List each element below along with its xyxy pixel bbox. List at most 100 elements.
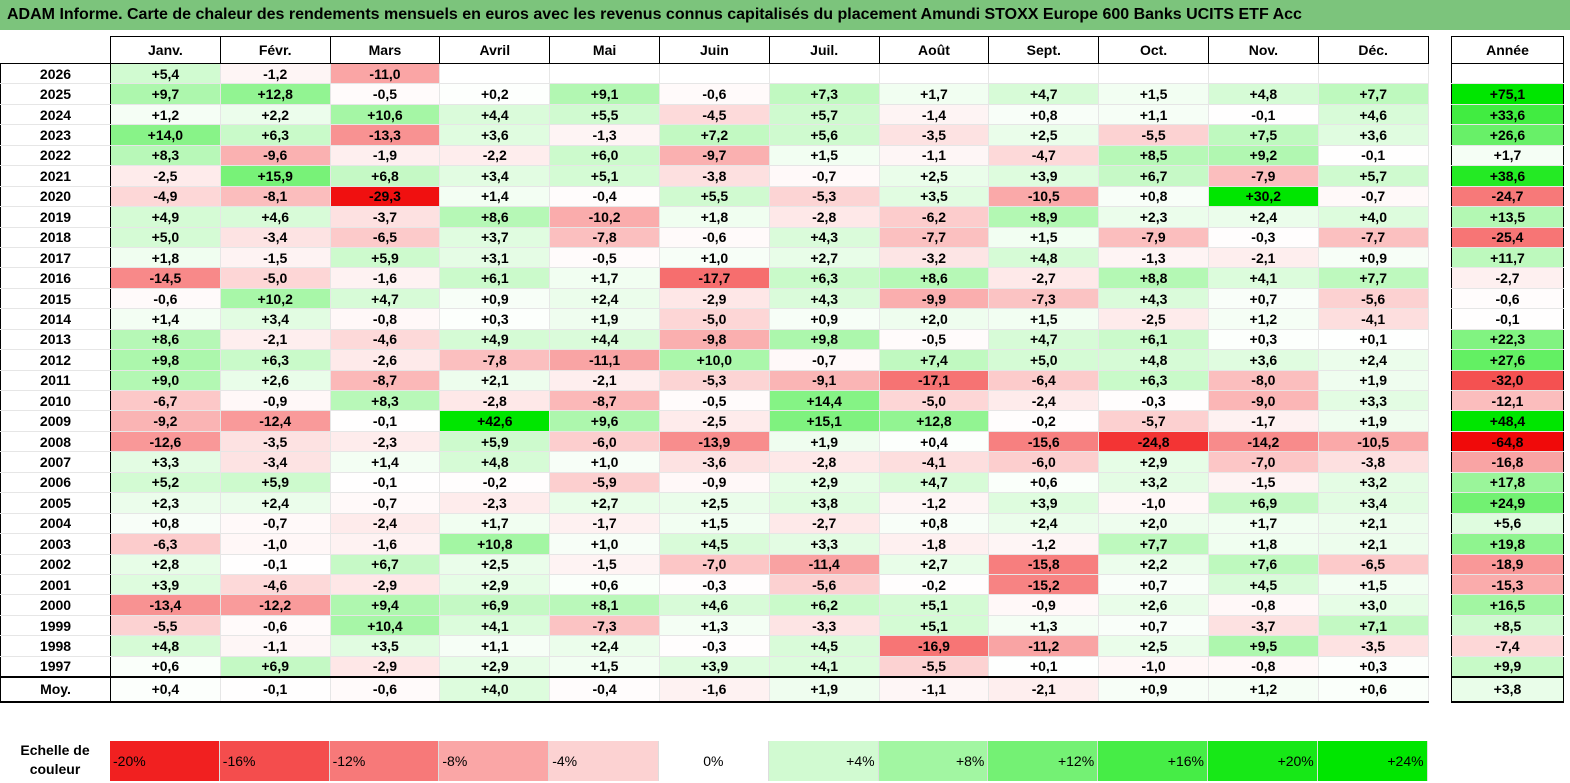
heat-cell: +4,5 <box>658 533 770 555</box>
heat-cell: -0,6 <box>658 83 770 105</box>
heat-cell: +4,6 <box>658 594 770 616</box>
heat-cell: -8,7 <box>329 369 441 392</box>
average-annual-row: +3,8 <box>1451 675 1564 703</box>
heat-cell: +5,1 <box>878 614 990 637</box>
heat-cell: -1,7 <box>549 512 660 535</box>
heat-cell: +2,4 <box>1207 206 1319 228</box>
heat-cell: +2,1 <box>1317 512 1429 535</box>
annual-cell: -64,8 <box>1451 430 1564 453</box>
heat-cell: +15,1 <box>768 410 880 432</box>
annual-row: +17,8 <box>1451 471 1564 494</box>
scale-stop: -8% <box>439 741 550 781</box>
heat-cell: +4,6 <box>219 206 331 228</box>
year-row: 2013 +8,6 -2,1 -4,6 +4,9 +4,4 -9,8 +9,8 -0,5 +4,7… <box>0 328 1429 351</box>
heat-cell: +9,4 <box>329 594 441 616</box>
heat-cell: +6,1 <box>1098 328 1209 351</box>
heat-cell: -17,1 <box>878 369 990 392</box>
heat-cell: -2,2 <box>439 144 551 167</box>
annual-row: +38,6 <box>1451 165 1564 187</box>
year-label: 2024 <box>0 103 111 126</box>
year-label: 2012 <box>0 349 111 371</box>
heat-cell: +1,8 <box>110 246 221 269</box>
heat-cell: +3,8 <box>768 492 880 514</box>
heat-cell: -0,9 <box>219 389 331 412</box>
heat-cell: +8,3 <box>329 389 441 412</box>
scale-stop: +20% <box>1207 741 1318 781</box>
heat-cell: -3,8 <box>1317 451 1429 473</box>
heatmap-monthly-table: Janv. Févr. Mars Avril Mai Juin Juil. Août Sept.… <box>0 36 1429 703</box>
year-row: 2023 +14,0 +6,3 -13,3 +3,6 -1,3 +7,2 +5,6 -3,5 +2… <box>0 124 1429 146</box>
heat-cell: -1,1 <box>219 635 331 657</box>
heat-cell: -2,7 <box>988 267 1100 289</box>
heat-cell: -9,6 <box>219 144 331 167</box>
heat-cell: +7,1 <box>1317 614 1429 637</box>
heat-cell: -3,4 <box>219 226 331 248</box>
heat-cell: -0,3 <box>658 573 770 596</box>
heat-cell: -1,7 <box>1207 410 1319 432</box>
heat-cell: +0,9 <box>1317 246 1429 269</box>
heat-cell: -10,5 <box>988 185 1100 208</box>
heat-cell: +7,4 <box>878 349 990 371</box>
scale-stop: 0% <box>658 741 769 781</box>
month-header: Sept. <box>988 36 1100 64</box>
heat-cell: -2,1 <box>219 328 331 351</box>
heat-cell: +0,6 <box>110 655 221 678</box>
annual-row: -15,3 <box>1451 573 1564 596</box>
heat-cell: -4,9 <box>110 185 221 208</box>
heat-cell: +2,6 <box>1098 594 1209 616</box>
heat-cell: +6,7 <box>1098 165 1209 187</box>
heat-cell: -2,8 <box>439 389 551 412</box>
heat-cell: -4,5 <box>658 103 770 126</box>
heat-cell: -0,1 <box>329 471 441 494</box>
heat-cell: -1,0 <box>219 533 331 555</box>
year-label: 2019 <box>0 206 111 228</box>
annual-row: +75,1 <box>1451 83 1564 105</box>
heat-cell: -6,0 <box>988 451 1100 473</box>
annual-cell: +1,7 <box>1451 144 1564 167</box>
heat-cell: +3,1 <box>439 246 551 269</box>
heat-cell: -0,3 <box>1207 226 1319 248</box>
annual-row: -64,8 <box>1451 430 1564 453</box>
heat-cell: -0,4 <box>549 185 660 208</box>
heat-cell: +0,8 <box>110 512 221 535</box>
heat-cell: +10,8 <box>439 533 551 555</box>
heat-cell: -13,9 <box>658 430 770 453</box>
heat-cell: -7,9 <box>1098 226 1209 248</box>
year-label: 2000 <box>0 594 111 616</box>
heat-cell: +4,9 <box>110 206 221 228</box>
heat-cell: +5,4 <box>110 62 221 85</box>
annual-cell: +13,5 <box>1451 206 1564 228</box>
heat-cell: +4,1 <box>439 614 551 637</box>
heat-cell: -0,4 <box>549 675 660 703</box>
year-label: 2021 <box>0 165 111 187</box>
heat-cell: -4,6 <box>329 328 441 351</box>
heat-cell: +2,4 <box>988 512 1100 535</box>
heat-cell: +3,9 <box>988 165 1100 187</box>
month-header: Juin <box>658 36 770 64</box>
heat-cell: +7,7 <box>1317 267 1429 289</box>
heat-cell: +7,6 <box>1207 553 1319 575</box>
year-label: 2023 <box>0 124 111 146</box>
heat-cell: +0,4 <box>110 675 221 703</box>
heat-cell: -0,2 <box>439 471 551 494</box>
heat-cell: +8,5 <box>1098 144 1209 167</box>
scale-stop: -16% <box>219 741 330 781</box>
year-label: 2003 <box>0 533 111 555</box>
month-header: Mars <box>329 36 441 64</box>
heat-cell: -10,2 <box>549 206 660 228</box>
heat-cell: -15,6 <box>988 430 1100 453</box>
scale-stop: +8% <box>878 741 989 781</box>
heat-cell: +2,9 <box>768 471 880 494</box>
heat-cell: +6,2 <box>768 594 880 616</box>
heat-cell: +0,3 <box>1207 328 1319 351</box>
heat-cell <box>768 62 880 85</box>
month-header: Avril <box>439 36 551 64</box>
annual-cell: -16,8 <box>1451 451 1564 473</box>
annual-row: +33,6 <box>1451 103 1564 126</box>
year-row: 2015 -0,6 +10,2 +4,7 +0,9 +2,4 -2,9 +4,3 -9,9 -7,… <box>0 287 1429 310</box>
heat-cell: -1,3 <box>1098 246 1209 269</box>
heat-cell: +4,7 <box>988 83 1100 105</box>
heat-cell: +1,9 <box>1317 369 1429 392</box>
heat-cell: -1,3 <box>549 124 660 146</box>
heat-cell: -15,2 <box>988 573 1100 596</box>
